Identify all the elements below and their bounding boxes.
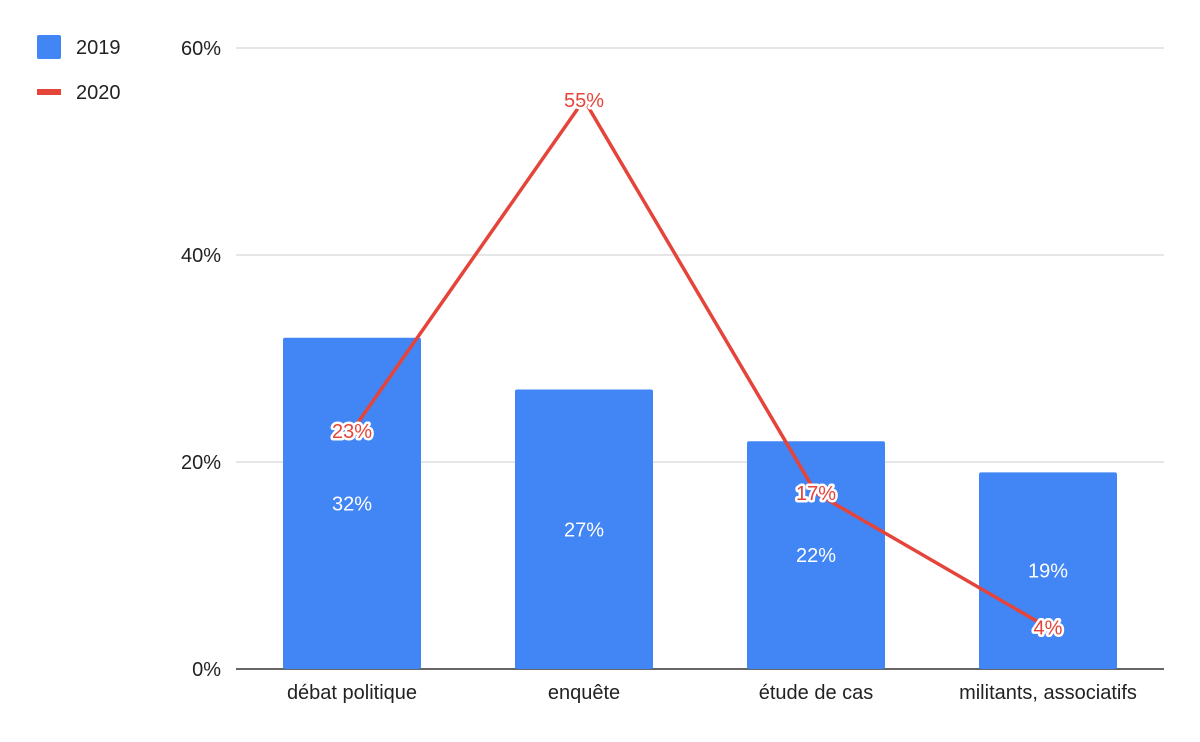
x-category-label: enquête <box>548 682 620 704</box>
bar-2019 <box>979 472 1117 669</box>
x-category-label: militants, associatifs <box>959 682 1137 704</box>
bars-2019 <box>283 337 1117 669</box>
line-2020-path <box>350 98 1049 630</box>
y-axis-ticks: 0% 20% 40% 60% <box>181 38 221 681</box>
x-axis-categories: débat politique enquête étude de cas milita… <box>287 682 1137 704</box>
line-2020 <box>350 98 1049 630</box>
line-value-label: 4% <box>1034 618 1063 640</box>
bar-2019 <box>747 441 885 669</box>
line-labels-2020: 23% 55% 17% 4% <box>329 87 1065 642</box>
bar-labels-2019: 32% 27% 22% 19% <box>332 493 1068 582</box>
y-tick-label: 40% <box>181 245 221 267</box>
line-value-label: 55% <box>564 90 604 112</box>
line-value-label: 23% <box>332 421 372 443</box>
legend-label-2019: 2019 <box>76 37 121 59</box>
line-value-label: 17% <box>796 483 836 505</box>
y-tick-label: 60% <box>181 38 221 60</box>
legend-label-2020: 2020 <box>76 82 121 104</box>
legend-swatch-2019 <box>37 35 61 59</box>
x-category-label: étude de cas <box>759 682 874 704</box>
bar-value-label: 19% <box>1028 561 1068 583</box>
y-tick-label: 0% <box>192 659 221 681</box>
bar-value-label: 27% <box>564 519 604 541</box>
legend: 2019 2020 <box>37 35 121 104</box>
bar-value-label: 22% <box>796 545 836 567</box>
bar-value-label: 32% <box>332 493 372 515</box>
x-category-label: débat politique <box>287 682 417 704</box>
legend-swatch-2020 <box>37 89 61 95</box>
bar-2019 <box>283 337 421 669</box>
y-tick-label: 20% <box>181 452 221 474</box>
bar-2019 <box>515 389 653 669</box>
